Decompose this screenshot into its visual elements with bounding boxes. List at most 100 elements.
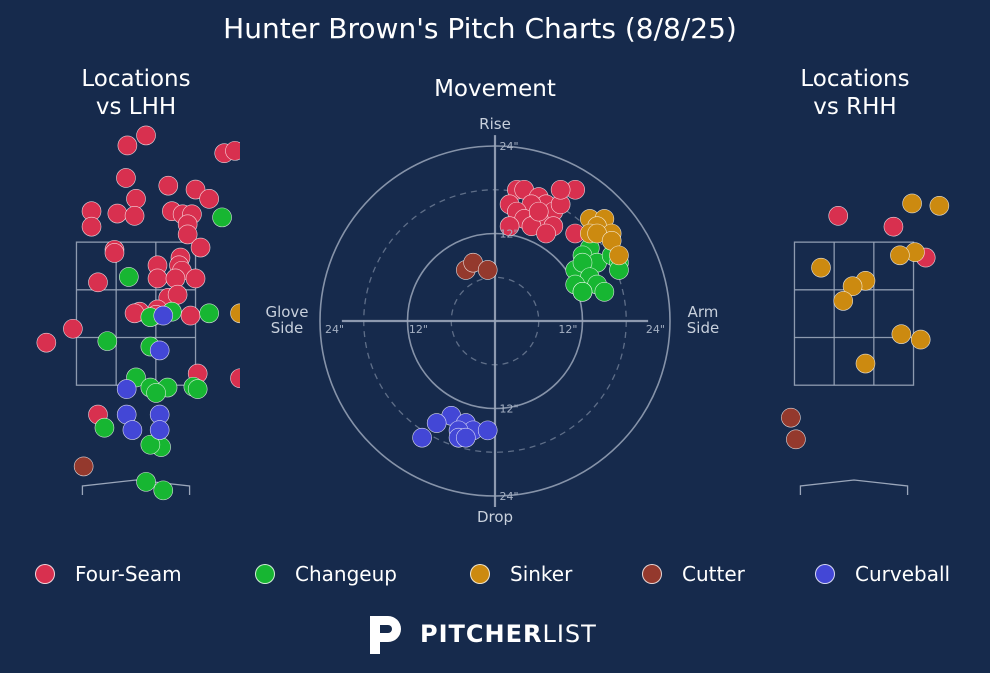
locations-lhh-points — [36, 125, 240, 501]
locations-lhh-four-seam-point — [81, 216, 102, 237]
locations-rhh-sinker-point — [811, 257, 831, 278]
locations-rhh-sinker-point — [902, 193, 922, 214]
ring-label-top-12: 12" — [499, 228, 518, 241]
locations-lhh-four-seam-point — [116, 168, 136, 188]
legend-four-seam-label: Four-Seam — [75, 562, 182, 586]
ring-label-right-12: 12" — [558, 323, 577, 336]
locations-lhh-changeup-point — [153, 480, 174, 501]
movement-rise-label: Rise — [479, 115, 511, 133]
locations-rhh-sinker-point — [929, 195, 950, 216]
locations-lhh-four-seam-point — [185, 268, 206, 289]
locations-lhh-four-seam-point — [167, 284, 188, 305]
ring-label-right-24: 24" — [646, 323, 665, 336]
ring-label-left-12: 12" — [409, 323, 428, 336]
locations-lhh-changeup-point — [146, 383, 166, 403]
locations-lhh-four-seam-point — [165, 268, 186, 289]
chart-title: Hunter Brown's Pitch Charts (8/8/25) — [223, 12, 737, 45]
movement-curveball-point — [477, 420, 498, 441]
legend-changeup-label: Changeup — [295, 562, 397, 586]
locations-lhh-changeup-point — [140, 434, 161, 455]
locations-rhh-sinker-point — [855, 353, 876, 374]
ring-label-top-24: 24" — [499, 140, 518, 153]
locations-lhh-four-seam-point — [126, 189, 146, 209]
locations-lhh-changeup-point — [187, 379, 208, 399]
legend-item-curveball: Curveball — [815, 562, 950, 586]
lhh-panel-title: Locations vs LHH — [81, 66, 191, 120]
pitcherlist-p-icon — [370, 616, 401, 654]
locations-rhh-sinker-point — [891, 324, 912, 344]
movement-four-seam-point — [528, 201, 549, 222]
locations-lhh-four-seam-point — [63, 318, 83, 339]
locations-lhh-changeup-point — [97, 331, 118, 351]
locations-lhh-four-seam-point — [225, 141, 240, 161]
locations-rhh-four-seam-point — [828, 206, 849, 226]
movement-four-seam-point — [499, 216, 520, 237]
locations-lhh-four-seam-point — [199, 189, 219, 209]
ring-label-bottom-24: 24" — [499, 490, 518, 503]
locations-lhh-four-seam-point — [104, 243, 125, 263]
locations-lhh-four-seam-point — [147, 268, 168, 289]
movement-panel — [319, 135, 671, 507]
rhh-panel-title: Locations vs RHH — [800, 66, 910, 120]
legend: Four-Seam Changeup Sinker Cutter Curveba… — [0, 562, 990, 594]
locations-lhh-four-seam-point — [190, 237, 211, 258]
locations-lhh-four-seam-point — [177, 224, 198, 245]
locations-lhh-four-seam-point — [136, 125, 156, 146]
legend-sinker-label: Sinker — [510, 562, 573, 586]
legend-cutter-marker-icon — [642, 564, 662, 584]
movement-curveball-point — [426, 413, 447, 433]
movement-glove-side-label: Glove Side — [265, 303, 308, 337]
locations-rhh-strike-zone — [793, 241, 915, 386]
locations-rhh-sinker-point — [833, 291, 854, 311]
legend-item-changeup: Changeup — [255, 562, 397, 586]
locations-lhh-four-seam-point — [117, 135, 138, 156]
movement-sinker-point — [609, 245, 629, 266]
locations-rhh-four-seam-point — [883, 216, 904, 237]
movement-drop-label: Drop — [477, 508, 513, 526]
legend-curveball-marker-icon — [815, 564, 835, 584]
locations-lhh-sinker-point — [230, 303, 240, 324]
movement-cutter-point — [477, 260, 498, 280]
locations-lhh-curveball-point — [153, 305, 174, 326]
locations-lhh-changeup-point — [136, 472, 156, 492]
locations-lhh-changeup-point — [212, 207, 232, 228]
brand-name-light: LIST — [542, 620, 597, 648]
locations-rhh-home-plate — [799, 479, 909, 495]
brand-name: PITCHERLIST — [420, 620, 597, 648]
locations-lhh-curveball-point — [122, 420, 143, 440]
movement-changeup-point — [572, 282, 593, 302]
locations-lhh-panel — [36, 125, 240, 501]
locations-lhh-changeup-point — [119, 267, 139, 287]
legend-item-cutter: Cutter — [642, 562, 745, 586]
legend-curveball-label: Curveball — [855, 562, 951, 586]
locations-lhh-cutter-point — [73, 456, 94, 477]
legend-item-sinker: Sinker — [470, 562, 572, 586]
locations-lhh-four-seam-point — [88, 272, 108, 293]
movement-changeup-point — [594, 282, 615, 302]
legend-four-seam-marker-icon — [35, 564, 55, 584]
legend-item-four-seam: Four-Seam — [35, 562, 182, 586]
locations-lhh-changeup-point — [94, 417, 115, 438]
movement-panel-title: Movement — [434, 76, 556, 102]
movement-curveball-point — [412, 427, 432, 448]
locations-rhh-cutter-point — [786, 429, 806, 450]
locations-lhh-home-plate — [81, 479, 191, 495]
ring-label-bottom-12: 12" — [499, 403, 518, 416]
legend-cutter-label: Cutter — [682, 562, 745, 586]
locations-lhh-four-seam-point — [185, 179, 206, 200]
locations-lhh-curveball-point — [149, 420, 170, 440]
locations-rhh-points — [781, 193, 950, 450]
pitcherlist-logo: PITCHERLIST — [366, 612, 597, 656]
locations-lhh-curveball-point — [149, 340, 170, 361]
locations-lhh-four-seam-point — [107, 203, 128, 224]
locations-rhh-sinker-point — [842, 276, 863, 297]
ring-label-left-24: 24" — [325, 323, 344, 336]
locations-lhh-four-seam-point — [230, 368, 240, 389]
movement-four-seam-point — [536, 223, 556, 244]
locations-rhh-sinker-point — [890, 245, 910, 266]
locations-lhh-changeup-point — [199, 303, 219, 324]
locations-lhh-four-seam-point — [158, 175, 179, 196]
locations-rhh-cutter-point — [781, 407, 801, 428]
locations-rhh-panel — [781, 193, 950, 495]
